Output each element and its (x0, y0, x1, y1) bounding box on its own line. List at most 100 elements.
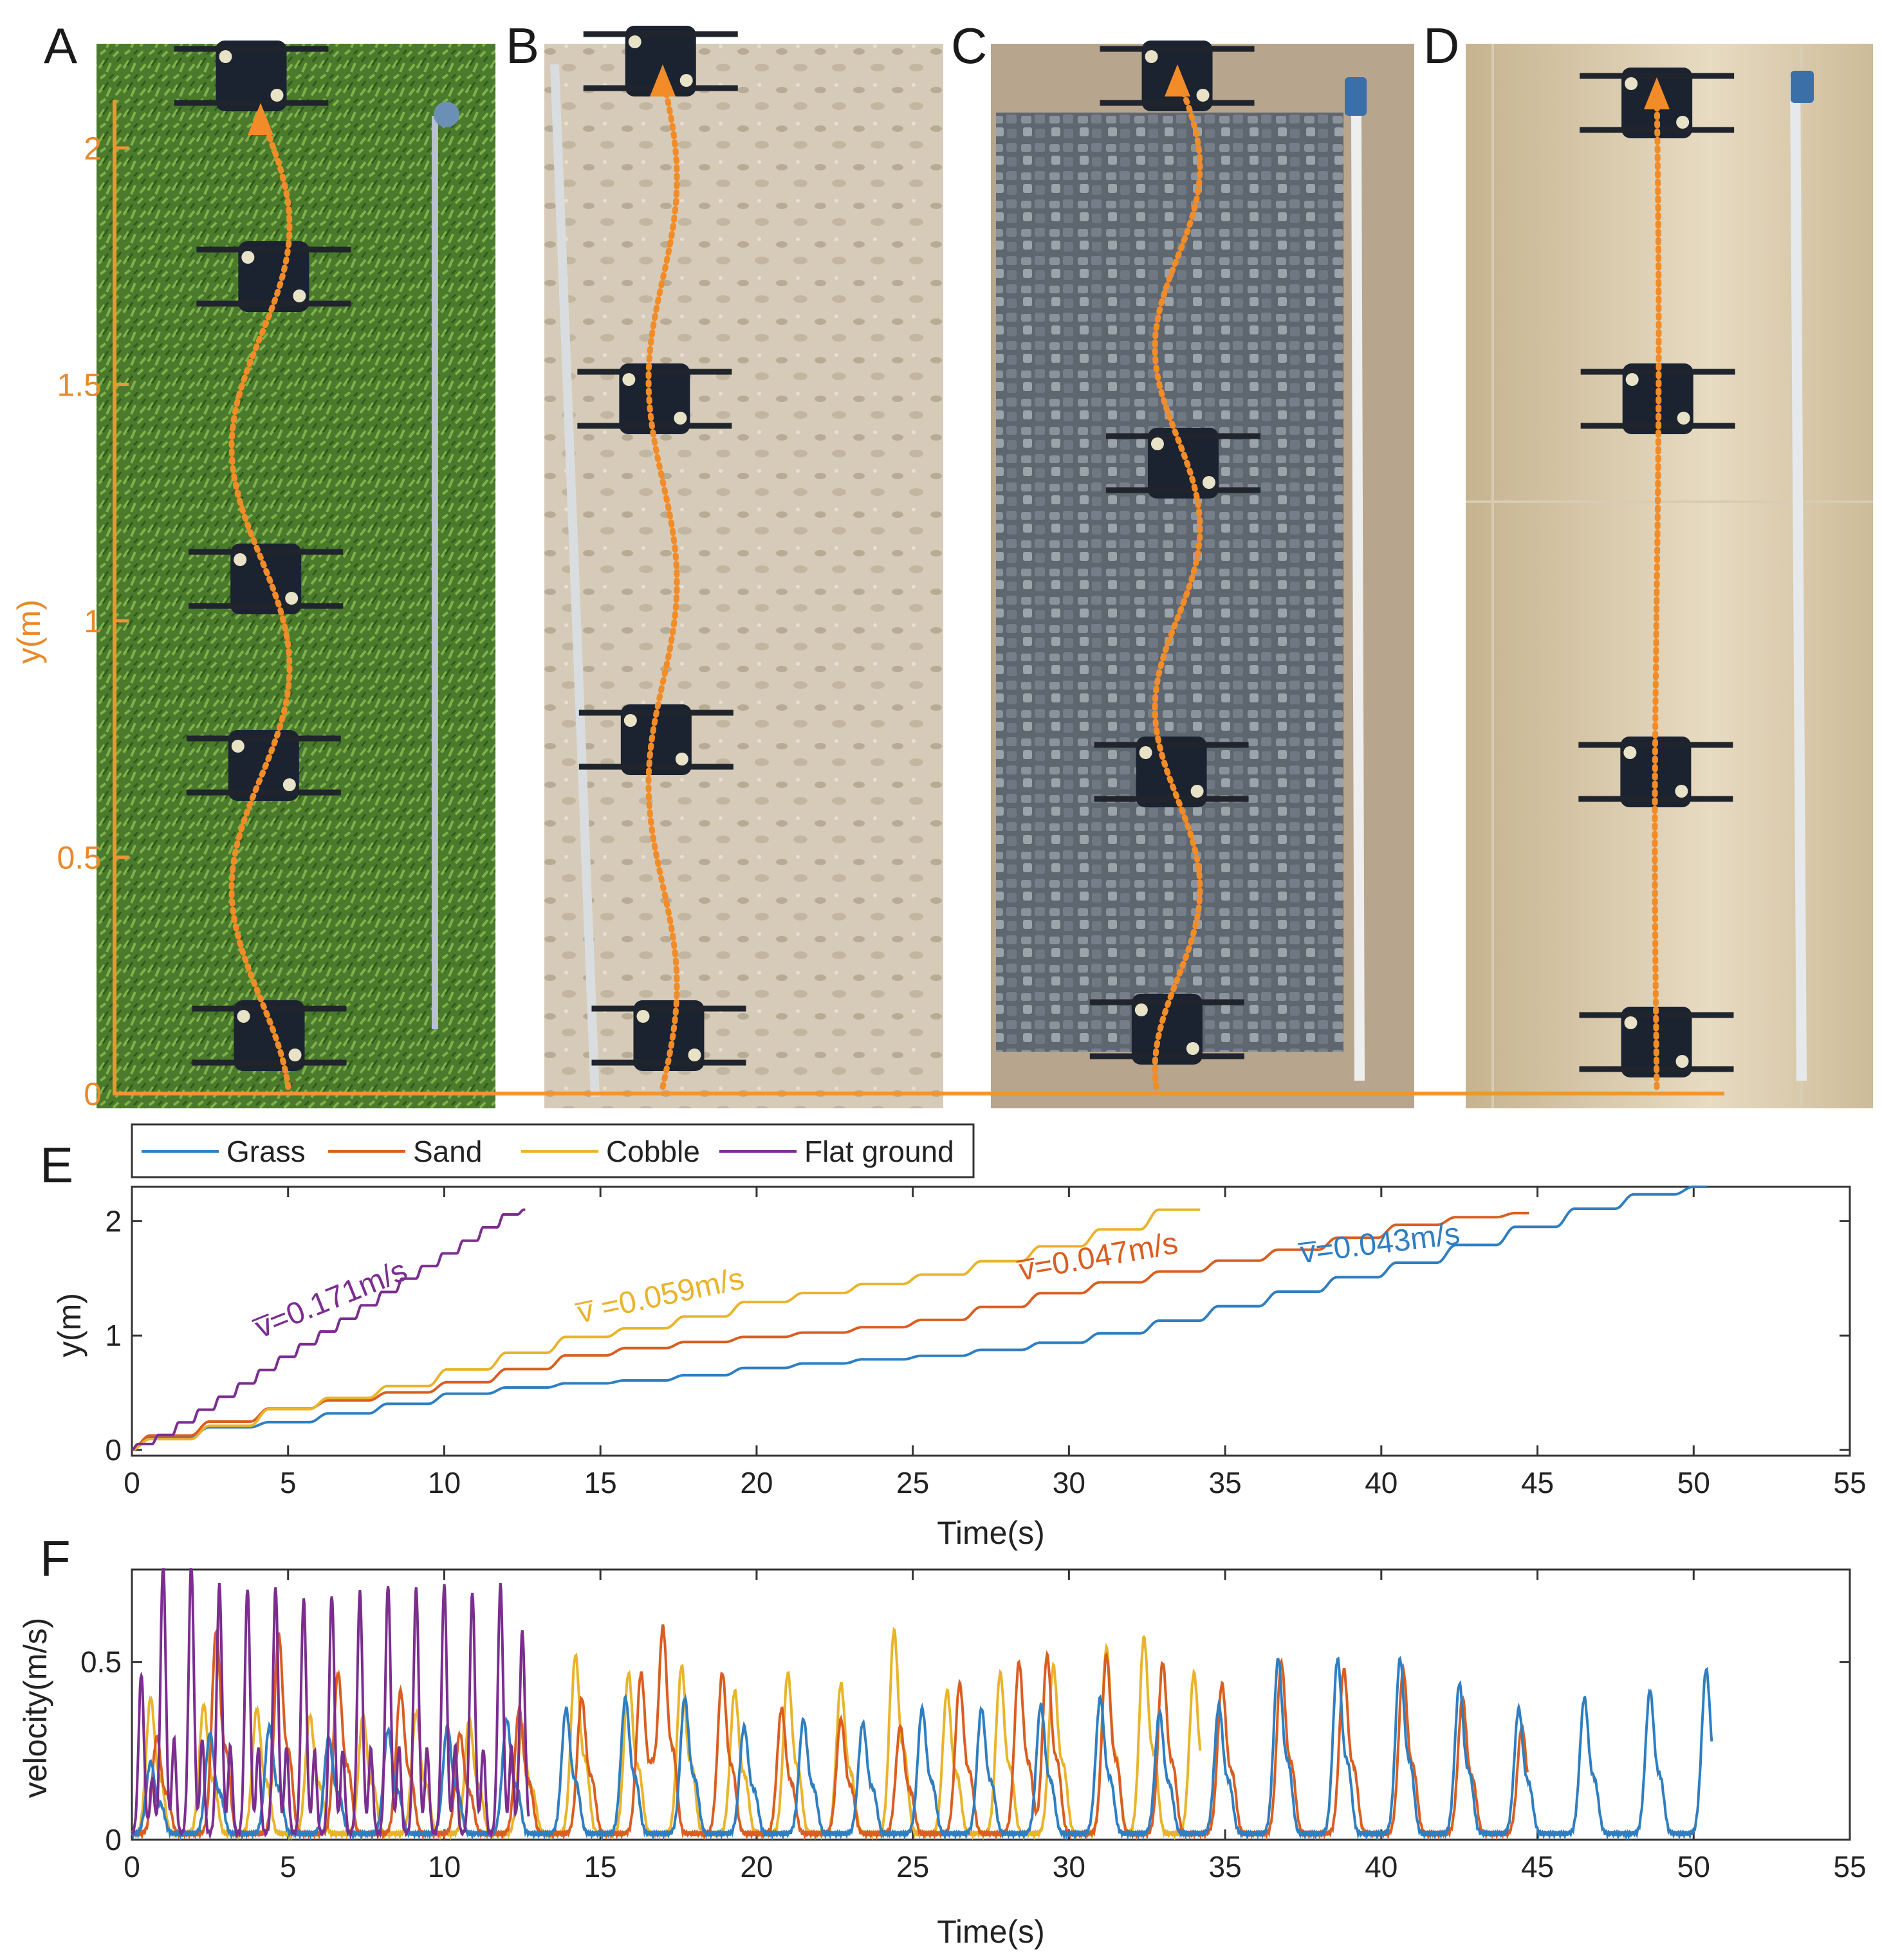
robot-snapshot (577, 363, 732, 434)
panel-label-e: E (40, 1137, 73, 1193)
robot-snapshot (1105, 428, 1260, 499)
trajectory-arrow-icon (650, 64, 676, 96)
x-tick-label: 40 (1365, 1466, 1398, 1499)
robot-snapshot (174, 41, 329, 111)
measuring-tape (550, 64, 600, 1097)
robot-wheel (293, 289, 306, 302)
robot-wheel (628, 35, 641, 48)
chart-e-xlabel: Time(s) (937, 1515, 1045, 1551)
panel-label-f: F (40, 1530, 71, 1587)
chart-f: 0 5 10 15 20 25 30 35 40 45 50 55 0 0.5 Time(s) veloc… (17, 1568, 1867, 1950)
robot-body (1131, 994, 1203, 1065)
x-tick-label: 20 (740, 1466, 773, 1499)
robot-wheel (241, 251, 255, 264)
velocity-line-flat-ground (131, 1568, 530, 1840)
trajectory-arrow-icon (1165, 64, 1190, 96)
robot-body (1147, 428, 1219, 499)
y-tick-label: 2 (105, 1204, 122, 1238)
robot-wheel (1134, 1003, 1148, 1016)
x-tick-label: 35 (1209, 1850, 1242, 1883)
panel-label-c: C (951, 17, 987, 74)
measuring-tape (1351, 115, 1365, 1081)
x-tick-label: 45 (1521, 1466, 1554, 1499)
photo-y-tick-label: 1.5 (57, 367, 102, 403)
sand-photo (544, 44, 943, 1108)
panel-label-b: B (506, 17, 539, 74)
tape-reel (1791, 71, 1814, 103)
y-tick-label: 0.5 (80, 1645, 122, 1679)
x-tick-label: 10 (428, 1466, 461, 1499)
robot-wheel (237, 1010, 250, 1023)
robot-wheel (675, 753, 688, 765)
robot-wheel (1677, 412, 1690, 425)
robot-wheel (234, 553, 247, 566)
robot-wheel (1139, 746, 1152, 759)
x-tick-label: 40 (1365, 1850, 1398, 1883)
robot-body (625, 26, 696, 96)
x-tick-label: 15 (584, 1466, 617, 1499)
robot-wheel (688, 1049, 701, 1061)
photo-y-tick-label: 0 (84, 1076, 102, 1112)
robot-body (230, 544, 302, 614)
x-tick-label: 25 (896, 1466, 929, 1499)
chart-e-series (131, 1186, 1708, 1452)
x-tick-label: 20 (740, 1850, 773, 1883)
series-line-grass (131, 1186, 1708, 1452)
robot-body (1136, 737, 1207, 807)
x-tick-label: 0 (124, 1466, 140, 1499)
legend-grass: Grass (226, 1135, 306, 1168)
trajectory-path (1652, 88, 1662, 1090)
robot-snapshot (591, 1000, 746, 1071)
cobble-photo (996, 113, 1343, 1052)
robot-wheel (623, 714, 637, 727)
robot-wheel (1196, 89, 1210, 102)
robot-wheel (674, 412, 687, 425)
x-tick-label: 25 (896, 1850, 929, 1883)
chart-f-xlabel: Time(s) (937, 1914, 1045, 1950)
robot-snapshot (1089, 994, 1244, 1065)
photo-panel-c (991, 44, 1414, 1108)
x-tick-label: 45 (1521, 1850, 1554, 1883)
trajectory-path (1152, 77, 1203, 1090)
x-tick-label: 50 (1677, 1850, 1710, 1883)
robot-wheel (1202, 476, 1215, 489)
robot-wheel (270, 89, 284, 102)
y-tick-label: 1 (105, 1319, 122, 1352)
photo-y-tick-label: 2 (84, 131, 102, 167)
photo-axis-label: y(m) (11, 600, 47, 664)
photo-panel-d (1466, 44, 1873, 1108)
robot-body (620, 704, 692, 775)
chart-f-series (131, 1568, 1713, 1841)
robot-wheel (1623, 746, 1637, 759)
trajectory-arrow-icon (248, 103, 273, 135)
photo-y-tick-label: 0.5 (57, 840, 102, 876)
x-tick-label: 5 (280, 1850, 297, 1883)
robot-body (216, 41, 287, 111)
chart-f-ticks: 0 5 10 15 20 25 30 35 40 45 50 55 0 0.5 (80, 1570, 1867, 1883)
photo-panel-b (544, 44, 943, 1108)
robot-wheel (1145, 50, 1158, 63)
chart-e-ticks: 0 5 10 15 20 25 30 35 40 45 50 55 0 1 2 (105, 1187, 1867, 1499)
robot-snapshot (1094, 737, 1249, 807)
series-line-cobble (131, 1208, 1201, 1452)
legend-flat-ground: Flat ground (804, 1135, 954, 1168)
robot-wheel (1675, 1055, 1689, 1068)
robot-snapshot (192, 1000, 347, 1071)
velocity-line-grass (131, 1655, 1713, 1841)
y-tick-label: 0 (105, 1433, 122, 1467)
legend: Grass Sand Cobble Flat ground (131, 1123, 975, 1178)
panel-label-d: D (1423, 17, 1459, 74)
measuring-tape (1790, 77, 1807, 1081)
x-tick-label: 50 (1677, 1466, 1710, 1499)
x-tick-label: 0 (124, 1850, 140, 1883)
x-tick-label: 30 (1053, 1850, 1085, 1883)
x-tick-label: 55 (1833, 1466, 1866, 1499)
robot-wheel (1625, 77, 1638, 90)
robot-wheel (1624, 1016, 1638, 1029)
chart-e-frame (131, 1186, 1851, 1457)
robot-wheel (1675, 785, 1688, 798)
robot-body (238, 241, 309, 312)
chart-f-ylabel: velocity(m/s) (17, 1618, 53, 1799)
x-tick-label: 15 (584, 1850, 617, 1883)
robot-wheel (679, 74, 693, 87)
